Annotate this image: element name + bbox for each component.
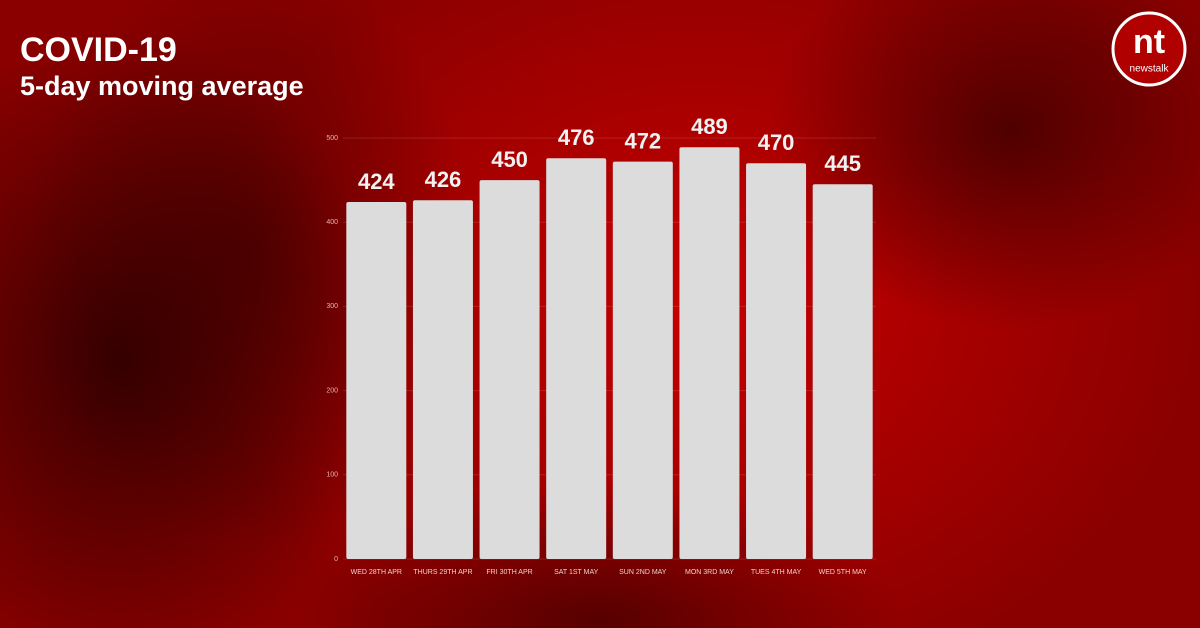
bar (479, 180, 540, 559)
x-tick-label: FRI 30TH APR (486, 569, 532, 576)
data-label: 426 (425, 167, 462, 192)
logo-name: newstalk (1130, 64, 1170, 75)
x-tick-label: TUES 4TH MAY (751, 569, 802, 576)
data-label: 489 (691, 114, 728, 139)
x-tick-label: SUN 2ND MAY (619, 569, 667, 576)
x-tick-label: MON 3RD MAY (685, 569, 734, 576)
bar (412, 200, 473, 560)
y-tick-label: 100 (326, 472, 338, 479)
bar (612, 161, 673, 560)
bar (812, 184, 873, 559)
data-label: 472 (624, 128, 661, 153)
y-tick-label: 200 (326, 387, 338, 394)
data-label: 424 (358, 169, 395, 194)
chart-subtitle: 5-day moving average (20, 71, 304, 101)
x-tick-label: THURS 29TH APR (413, 569, 472, 576)
bar (346, 201, 407, 559)
y-tick-label: 300 (326, 303, 338, 310)
data-label: 445 (824, 151, 861, 176)
x-tick-label: SAT 1ST MAY (554, 569, 599, 576)
x-tick-label: WED 28TH APR (351, 569, 402, 576)
bar (546, 158, 607, 559)
x-tick-label: WED 5TH MAY (819, 569, 867, 576)
y-tick-label: 500 (326, 135, 338, 142)
y-tick-label: 0 (334, 556, 338, 563)
data-label: 470 (758, 130, 795, 155)
data-label: 450 (491, 147, 528, 172)
data-label: 476 (558, 125, 595, 150)
logo: nt newstalk (1111, 11, 1187, 87)
bar (679, 147, 740, 559)
chart-title: COVID-19 (20, 31, 177, 69)
logo-circle (1111, 11, 1187, 87)
bar (746, 163, 807, 559)
y-tick-label: 400 (326, 219, 338, 226)
logo-initials: nt (1133, 23, 1165, 61)
